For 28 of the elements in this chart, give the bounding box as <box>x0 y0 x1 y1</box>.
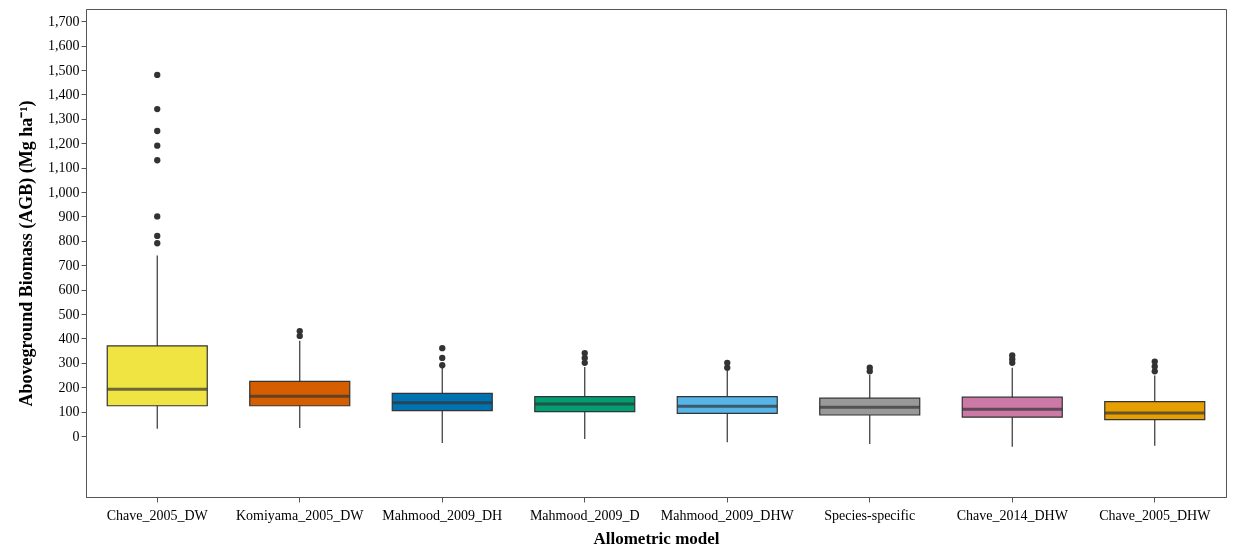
x-tick-label: Mahmood_2009_D <box>529 507 640 523</box>
x-tick-label: Mahmood_2009_DHW <box>660 507 795 523</box>
y-tick-label: 100 <box>58 404 80 420</box>
y-tick-label: 600 <box>58 282 80 298</box>
y-tick-label: 200 <box>58 379 80 395</box>
y-tick-label: 400 <box>58 330 80 346</box>
y-tick-label: 1,400 <box>48 86 80 102</box>
y-tick-label: 900 <box>58 208 80 224</box>
x-tick-label: Species-specific <box>824 507 916 523</box>
y-tick-label: 1,500 <box>48 62 80 78</box>
y-tick-label: 800 <box>58 233 80 249</box>
y-tick-label: 0 <box>72 428 80 444</box>
x-tick-label: Chave_2005_DW <box>106 507 209 523</box>
y-tick-label: 1,000 <box>48 184 80 200</box>
y-tick-label: 1,200 <box>48 135 80 151</box>
y-tick-label: 300 <box>58 355 80 371</box>
x-tick-label: Komiyama_2005_DW <box>235 507 365 523</box>
y-tick-label: 700 <box>58 257 80 273</box>
y-tick-label: 1,700 <box>48 13 80 29</box>
x-tick-label: Chave_2005_DHW <box>1099 507 1212 523</box>
x-tick-label: Chave_2014_DHW <box>956 507 1069 523</box>
y-axis-title: Aboveground Biomass (AGB) (Mg ha⁻¹) <box>16 100 37 407</box>
y-tick-label: 1,300 <box>48 111 80 127</box>
y-tick-label: 1,600 <box>48 38 80 54</box>
y-tick-label: 500 <box>58 306 80 322</box>
x-axis-title: Allometric model <box>593 528 720 548</box>
x-tick-label: Mahmood_2009_DH <box>382 507 503 523</box>
y-tick-label: 1,100 <box>48 160 80 176</box>
